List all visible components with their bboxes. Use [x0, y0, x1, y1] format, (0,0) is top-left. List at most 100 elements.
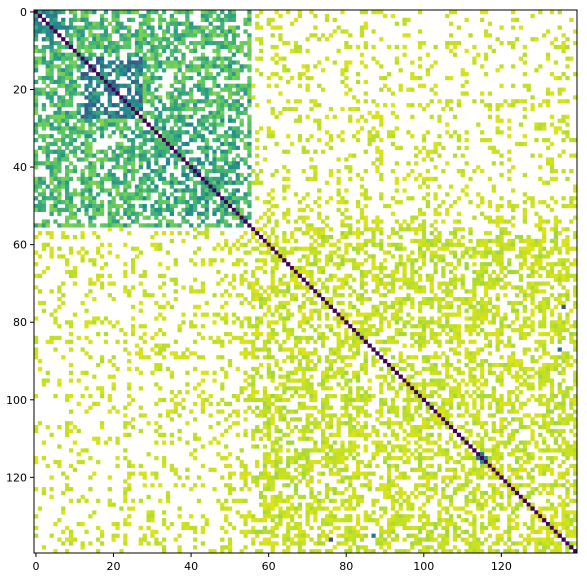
heatmap-cell [119, 141, 124, 147]
heatmap-cell [487, 339, 493, 344]
heatmap-cell [231, 273, 237, 278]
heatmap-cell [542, 200, 547, 205]
heatmap-cell [340, 211, 345, 216]
heatmap-cell [410, 134, 415, 139]
heatmap-cell [231, 165, 237, 170]
heatmap-cell [185, 370, 190, 375]
heatmap-cell [57, 95, 62, 100]
heatmap-cell [518, 234, 524, 240]
heatmap-cell [336, 207, 341, 213]
heatmap-cell [355, 293, 361, 298]
heatmap-cell [193, 312, 198, 317]
heatmap-cell [181, 351, 186, 356]
heatmap-cell [96, 91, 101, 96]
heatmap-cell [522, 99, 527, 104]
heatmap-cell [371, 137, 376, 143]
heatmap-cell [177, 110, 182, 116]
heatmap-cell [293, 297, 299, 302]
heatmap-cell [375, 130, 380, 135]
heatmap-cell [84, 308, 89, 313]
heatmap-cell [65, 339, 70, 344]
heatmap-cell [309, 374, 314, 379]
heatmap-cell [134, 184, 140, 189]
heatmap-cell [487, 219, 493, 224]
heatmap-cell [417, 347, 423, 352]
heatmap-cell [107, 157, 112, 162]
heatmap-cell [177, 103, 182, 108]
heatmap-cell [499, 328, 504, 333]
heatmap-cell [274, 293, 279, 298]
heatmap-cell [282, 300, 287, 306]
heatmap-cell [573, 320, 578, 325]
heatmap-cell [169, 219, 174, 224]
heatmap-cell [499, 324, 504, 329]
heatmap-cell [115, 320, 120, 325]
heatmap-cell [340, 293, 345, 298]
heatmap-cell [417, 265, 423, 271]
heatmap-cell [355, 347, 361, 352]
heatmap-cell [57, 21, 62, 26]
heatmap-cell [165, 161, 171, 166]
heatmap-cell [127, 223, 132, 228]
heatmap-cell [437, 331, 442, 337]
heatmap-cell [491, 370, 496, 375]
heatmap-cell [92, 374, 97, 379]
heatmap-cell [251, 169, 256, 174]
heatmap-cell [301, 320, 306, 325]
heatmap-cell [247, 203, 252, 209]
heatmap-cell [336, 285, 341, 290]
heatmap-cell [363, 320, 368, 325]
heatmap-cell [53, 91, 58, 96]
heatmap-cell [53, 17, 58, 22]
heatmap-cell [324, 304, 330, 309]
heatmap-cell [181, 91, 186, 96]
heatmap-cell [483, 137, 489, 143]
heatmap-cell [480, 308, 485, 313]
heatmap-cell [200, 106, 206, 112]
heatmap-cell [445, 246, 450, 251]
heatmap-cell [41, 56, 46, 61]
heatmap-cell [57, 165, 62, 170]
heatmap-cell [262, 300, 268, 306]
heatmap-cell [452, 328, 458, 333]
heatmap-cell [41, 223, 46, 228]
heatmap-cell [115, 180, 120, 185]
heatmap-cell [336, 355, 341, 360]
heatmap-cell [220, 95, 225, 100]
heatmap-cell [212, 312, 217, 317]
heatmap-cell [84, 106, 89, 112]
heatmap-cell [177, 231, 182, 236]
heatmap-cell [111, 362, 116, 368]
heatmap-cell [464, 145, 469, 150]
heatmap-cell [313, 238, 318, 244]
heatmap-cell [507, 149, 512, 154]
heatmap-cell [371, 308, 376, 313]
heatmap-cell [549, 285, 555, 290]
heatmap-cell [379, 219, 384, 224]
heatmap-cell [270, 289, 275, 294]
heatmap-cell [49, 52, 54, 57]
heatmap-cell [549, 238, 555, 244]
heatmap-cell [107, 320, 112, 325]
heatmap-cell [530, 312, 535, 317]
heatmap-cell [243, 347, 248, 352]
heatmap-cell [522, 215, 527, 220]
heatmap-cell [96, 203, 101, 209]
heatmap-cell [336, 246, 341, 251]
heatmap-cell [65, 219, 70, 224]
heatmap-cell [317, 359, 322, 364]
heatmap-cell [511, 343, 516, 348]
heatmap-cell [173, 141, 178, 147]
heatmap-cell [313, 33, 318, 38]
heatmap-cell [142, 33, 147, 38]
heatmap-cell [216, 91, 221, 96]
heatmap-cell [406, 320, 411, 325]
heatmap-cell [503, 366, 508, 372]
heatmap-cell [134, 29, 140, 34]
heatmap-cell [410, 75, 415, 81]
heatmap-cell [115, 91, 120, 96]
heatmap-cell [142, 223, 147, 228]
heatmap-cell [429, 335, 434, 341]
heatmap-cell [332, 331, 337, 337]
heatmap-cell [414, 285, 419, 290]
